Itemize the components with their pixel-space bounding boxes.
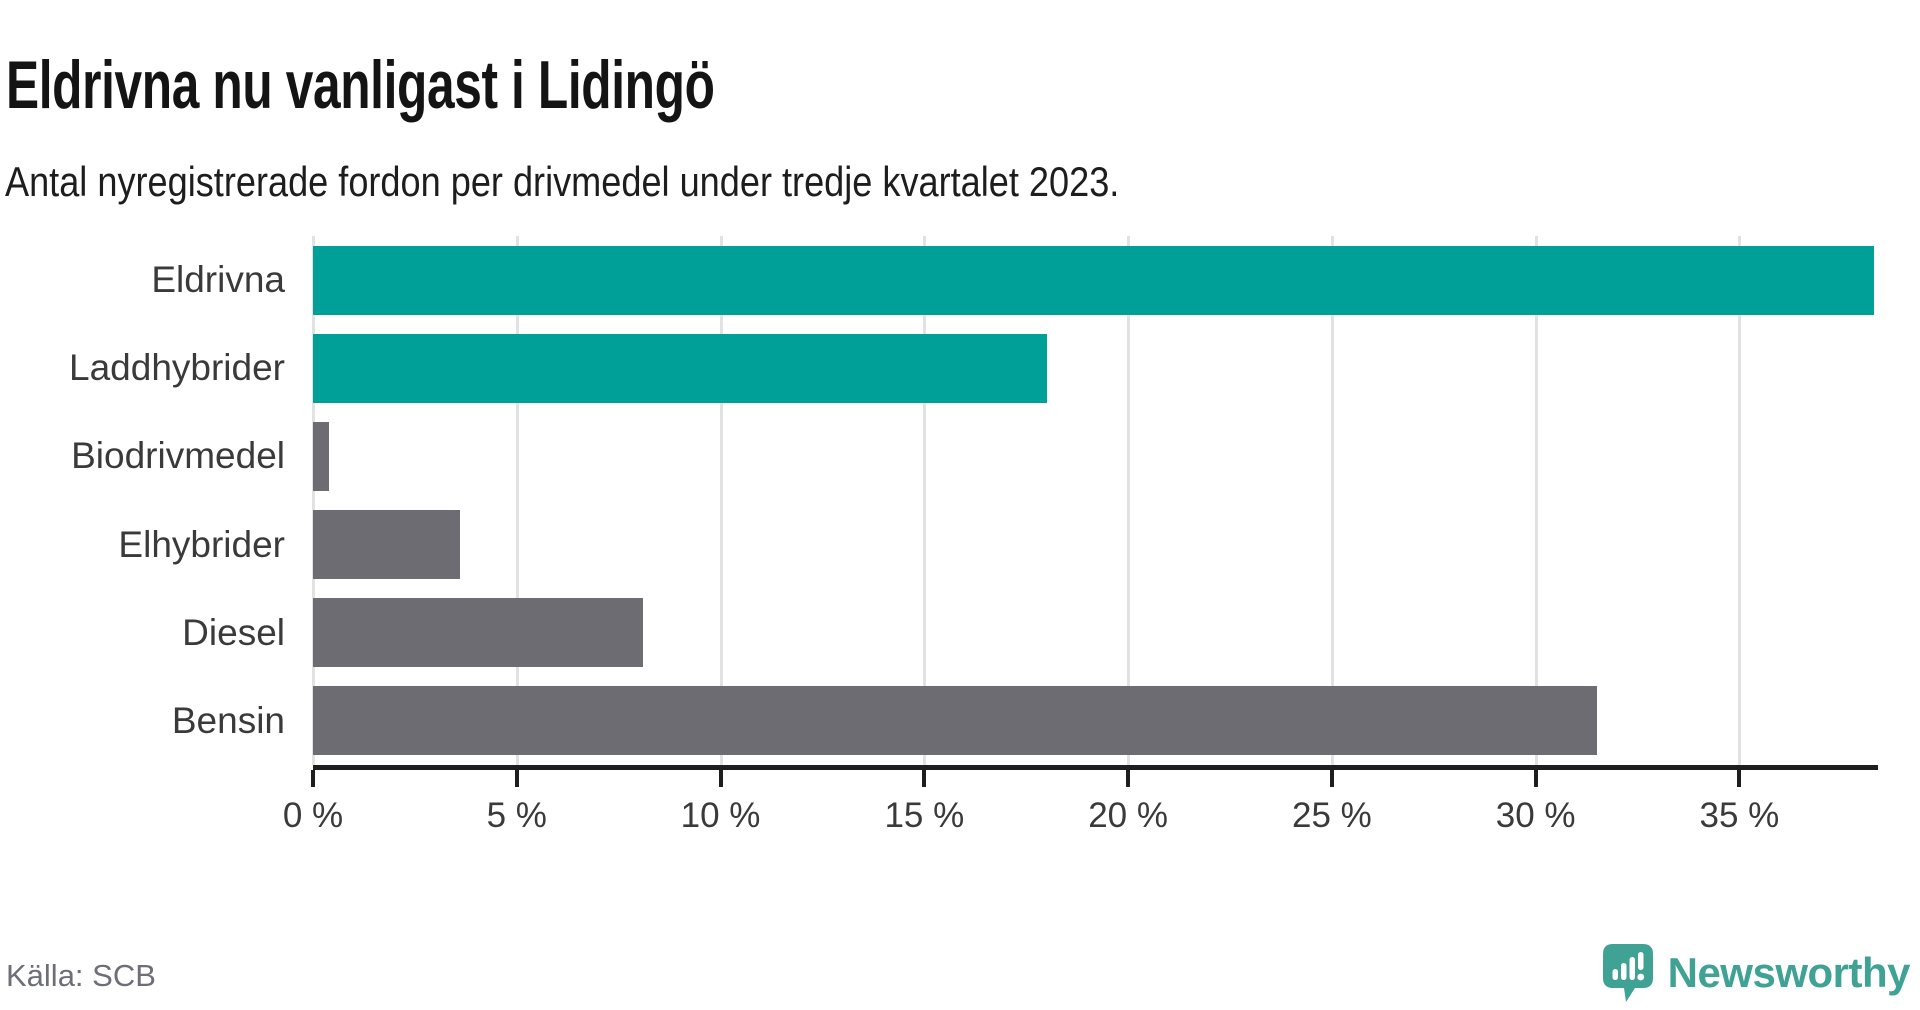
gridline: [515, 236, 519, 765]
axis-tick-label: 10 %: [680, 796, 761, 835]
gridline: [1534, 236, 1538, 765]
chart-subtitle: Antal nyregistrerade fordon per drivmede…: [5, 158, 1120, 205]
newsworthy-icon: [1602, 944, 1653, 1002]
gridline: [1127, 236, 1131, 765]
bar-bensin: [313, 686, 1597, 756]
source-note: Källa: SCB: [6, 958, 156, 993]
axis-tick: [1737, 770, 1742, 787]
axis-tick-label: 5 %: [486, 796, 547, 835]
gridline: [312, 236, 315, 765]
axis-tick-label: 30 %: [1495, 796, 1576, 835]
gridline: [1738, 236, 1742, 765]
newsworthy-logo: Newsworthy: [1602, 944, 1911, 1002]
page-title: Eldrivna nu vanligast i Lidingö: [6, 46, 715, 123]
category-label: Bensin: [171, 699, 285, 741]
brand-name: Newsworthy: [1667, 949, 1911, 996]
category-label: Biodrivmedel: [71, 435, 285, 477]
xaxis-layer: 0 % 5 % 10 % 15 % 20 % 25 % 30 % 35 %: [283, 770, 1878, 860]
axis-tick: [1533, 770, 1538, 787]
axis-tick: [922, 770, 927, 787]
gridline: [923, 236, 927, 765]
axis-tick-label: 20 %: [1088, 796, 1168, 835]
axis-tick: [514, 770, 519, 787]
category-label: Diesel: [182, 611, 285, 653]
axis-tick: [311, 770, 315, 787]
category-label: Elhybrider: [118, 523, 285, 565]
category-label-column: Eldrivna Laddhybrider Biodrivmedel Elhybrid…: [0, 236, 285, 765]
category-label: Laddhybrider: [69, 347, 285, 389]
axis-tick-label: 0 %: [282, 796, 344, 835]
gridline: [719, 236, 723, 765]
bar-eldrivna: [313, 245, 1874, 315]
axis-tick: [1126, 770, 1131, 787]
gridline: [1330, 236, 1334, 765]
plot-area: [312, 236, 1878, 770]
bar-laddhybrider: [313, 333, 1047, 403]
category-label: Eldrivna: [151, 259, 285, 301]
axis-tick-label: 15 %: [884, 796, 965, 835]
bar-elhybrider: [313, 510, 460, 580]
axis-tick: [1329, 770, 1334, 787]
bar-biodrivmedel: [313, 421, 330, 491]
axis-tick: [718, 770, 723, 787]
bars-layer: [313, 236, 1878, 765]
bar-diesel: [313, 598, 644, 668]
axis-tick-label: 25 %: [1291, 796, 1372, 835]
axis-tick-label: 35 %: [1699, 796, 1780, 835]
